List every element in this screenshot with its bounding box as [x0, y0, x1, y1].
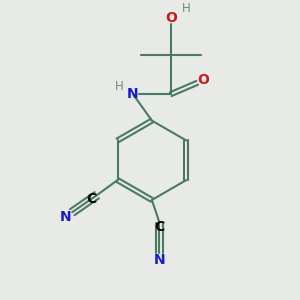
Text: H: H — [182, 2, 190, 15]
Text: N: N — [127, 87, 139, 101]
Text: O: O — [165, 11, 177, 25]
Text: N: N — [154, 254, 165, 267]
Text: H: H — [115, 80, 123, 93]
Text: C: C — [154, 220, 165, 234]
Text: O: O — [197, 73, 209, 87]
Text: C: C — [86, 192, 96, 206]
Text: N: N — [60, 210, 71, 224]
